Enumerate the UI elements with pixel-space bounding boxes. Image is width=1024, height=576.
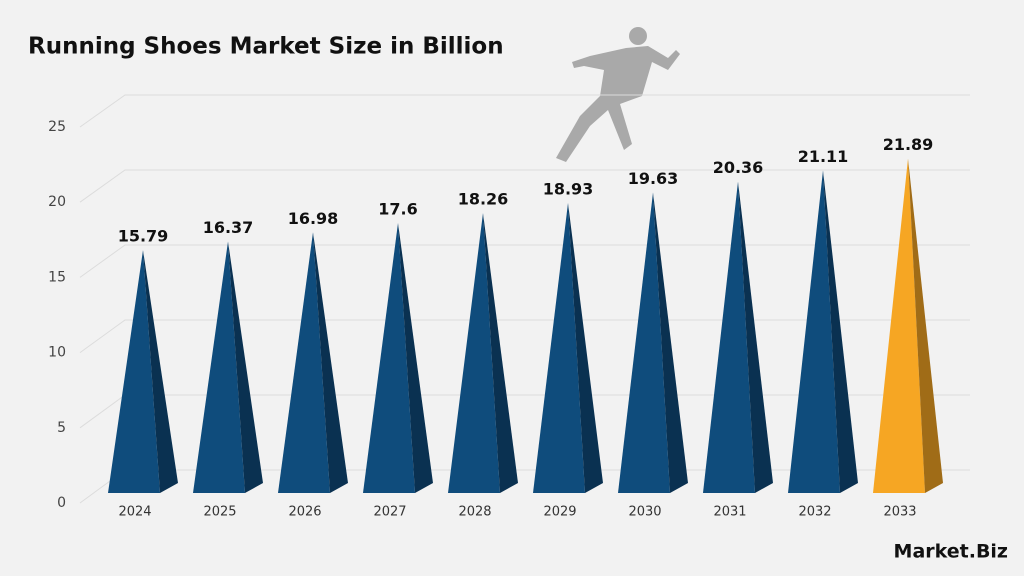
x-tick-label: 2032 <box>798 505 831 520</box>
pyramid-side <box>228 241 263 493</box>
value-label: 19.63 <box>628 169 679 188</box>
pyramid-front <box>278 232 330 494</box>
pyramid-front <box>533 203 585 494</box>
x-tick-label: 2024 <box>118 505 151 520</box>
value-label: 17.6 <box>378 200 417 219</box>
y-tick-label: 10 <box>48 345 66 361</box>
pyramid-front <box>448 213 500 493</box>
pyramid-front <box>193 241 245 493</box>
pyramid-front <box>108 250 160 493</box>
pyramid-front <box>363 223 415 493</box>
x-tick-label: 2031 <box>713 505 746 520</box>
value-label: 18.26 <box>458 190 509 209</box>
x-tick-label: 2029 <box>543 505 576 520</box>
brand-logo: Market.Biz <box>894 541 1008 563</box>
y-tick-label: 15 <box>48 269 66 285</box>
x-tick-label: 2033 <box>883 505 916 520</box>
pyramid-side <box>738 181 773 493</box>
grid-line <box>79 319 970 354</box>
pyramid-side <box>398 223 433 493</box>
y-tick-label: 0 <box>57 495 66 511</box>
pyramid-side <box>143 250 178 493</box>
value-label: 20.36 <box>713 158 764 177</box>
x-tick-label: 2028 <box>458 505 491 520</box>
grid-line <box>79 169 970 203</box>
grid-line <box>79 244 970 278</box>
pyramid-side <box>568 203 603 494</box>
pyramid-front <box>873 158 925 493</box>
value-label: 15.79 <box>118 227 169 246</box>
pyramid-side <box>908 158 943 493</box>
grid-line <box>79 94 970 128</box>
x-tick-label: 2030 <box>628 505 661 520</box>
y-tick-label: 25 <box>48 119 66 135</box>
runner-icon <box>556 27 680 162</box>
value-label: 16.98 <box>288 209 339 228</box>
x-tick-label: 2025 <box>203 505 236 520</box>
pyramid-front <box>618 192 670 494</box>
pyramid-front <box>703 181 755 493</box>
chart-title: Running Shoes Market Size in Billion <box>28 34 504 60</box>
y-tick-label: 5 <box>57 420 66 436</box>
pyramid-side <box>823 170 858 493</box>
x-tick-label: 2027 <box>373 505 406 520</box>
value-label: 18.93 <box>543 180 594 199</box>
pyramid-side <box>483 213 518 493</box>
y-tick-label: 20 <box>48 194 66 210</box>
pyramid-side <box>653 192 688 494</box>
pyramid-front <box>788 170 840 493</box>
value-label: 16.37 <box>203 218 254 237</box>
x-tick-label: 2026 <box>288 505 321 520</box>
pyramid-side <box>313 232 348 494</box>
value-label: 21.89 <box>883 135 934 154</box>
value-label: 21.11 <box>798 147 849 166</box>
